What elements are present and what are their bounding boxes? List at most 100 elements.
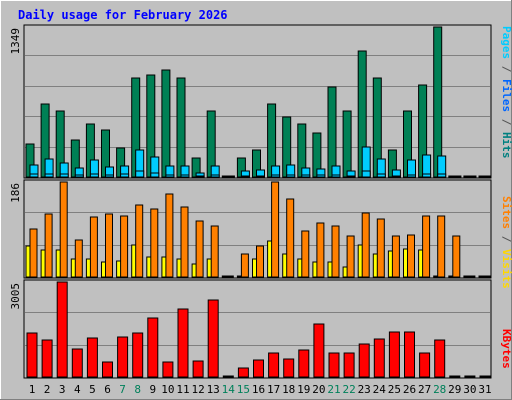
visits-sites-bar-day-17 (271, 181, 280, 278)
kbytes-kbytes-bar-day-19 (298, 349, 310, 378)
hits-hits-bar-day-28 (433, 26, 443, 178)
kbytes-kbytes-bar-day-11 (177, 308, 189, 378)
kbytes-kbytes-bar-day-29 (449, 375, 461, 378)
kbytes-kbytes-bar-day-30 (464, 375, 476, 378)
hits-pages-bar-day-16 (256, 175, 265, 178)
visits-sites-bar-day-18 (286, 198, 295, 278)
day-label: 30 (463, 383, 476, 396)
visits-sites-bar-day-29 (452, 235, 461, 278)
hits-pages-bar-day-21 (331, 174, 341, 178)
visits-sites-bar-day-21 (331, 225, 340, 278)
kbytes-kbytes-bar-day-13 (207, 299, 219, 378)
day-label: 3 (59, 383, 66, 396)
kbytes-kbytes-bar-day-1 (26, 332, 38, 378)
day-label: 25 (388, 383, 401, 396)
visits-sites-bar-day-4 (74, 239, 83, 278)
hits-pages-bar-day-8 (135, 170, 145, 178)
hits-pages-bar-day-19 (301, 174, 311, 178)
hits-pages-bar-day-14 (225, 175, 235, 178)
hits-pages-bar-day-17 (271, 174, 281, 178)
day-label: 9 (149, 383, 156, 396)
kbytes-kbytes-bar-day-14 (222, 375, 234, 378)
visits-sites-bar-day-25 (391, 235, 400, 278)
kbytes-kbytes-bar-day-22 (343, 352, 355, 378)
kbytes-kbytes-bar-day-9 (147, 317, 159, 378)
visits-sites-bar-day-1 (29, 228, 38, 278)
kbytes-kbytes-bar-day-16 (253, 359, 264, 378)
visits-sites-bar-day-11 (180, 206, 189, 278)
visits-sites-bar-day-30 (467, 275, 476, 278)
day-label: 14 (222, 383, 236, 396)
chart-title: Daily usage for February 2026 (18, 8, 228, 22)
hits-pages-bar-day-2 (44, 173, 54, 178)
hits-pages-bar-day-23 (361, 170, 371, 178)
day-label: 6 (104, 383, 111, 396)
hits-files-bar-day-26 (407, 159, 416, 178)
hits-pages-bar-day-9 (150, 172, 160, 178)
hits-pages-bar-day-31 (482, 175, 492, 178)
hits-pages-bar-day-27 (422, 173, 432, 178)
day-label: 11 (176, 383, 189, 396)
day-label: 1 (29, 383, 36, 396)
day-label: 24 (373, 383, 387, 396)
visits-sites-bar-day-5 (89, 216, 98, 278)
hits-pages-bar-day-29 (452, 175, 462, 178)
visits-sites-bar-day-13 (210, 225, 219, 278)
visits-sites-bar-day-12 (195, 220, 204, 278)
kbytes-kbytes-bar-day-18 (283, 358, 295, 378)
legend-part: Files (500, 79, 512, 112)
kbytes-kbytes-bar-day-15 (237, 367, 249, 378)
visits-sites-bar-day-28 (437, 215, 446, 278)
legend-part: KBytes (500, 329, 512, 369)
hits-pages-bar-day-24 (376, 173, 386, 178)
hits-pages-bar-day-1 (29, 173, 39, 178)
visits-sites-bar-day-14 (225, 275, 234, 278)
visits-sites-bar-day-3 (59, 181, 68, 278)
day-labels: 1 2 3 4 5 6 7 8 9 10 11 12 13 14 15 16 17 18 19 20 21 22 23 24 2… (29, 383, 492, 396)
kbytes-kbytes-bar-day-20 (313, 323, 325, 378)
hits-pages-bar-day-13 (210, 174, 220, 178)
hits-pages-bar-day-11 (180, 174, 190, 178)
visits-sites-bar-day-2 (44, 213, 53, 278)
bars-layer (25, 26, 492, 378)
hits-pages-bar-day-28 (437, 173, 447, 178)
kbytes-kbytes-bar-day-6 (102, 361, 113, 378)
legend-part: / (500, 59, 512, 79)
day-label: 5 (89, 383, 96, 396)
legend-part: / (500, 229, 512, 249)
hits-hits-bar-day-11 (176, 77, 186, 178)
hits-pages-bar-day-26 (407, 174, 416, 178)
hits-pages-bar-day-15 (240, 175, 250, 178)
day-label: 26 (403, 383, 416, 396)
day-label: 28 (433, 383, 446, 396)
kbytes-kbytes-bar-day-2 (41, 339, 53, 378)
kbytes-panel-legend: KBytes (500, 329, 512, 369)
hits-pages-bar-day-18 (286, 174, 296, 178)
kbytes-ymax-label: 3005 (9, 283, 22, 310)
visits-sites-bar-day-22 (346, 235, 355, 278)
day-label: 22 (342, 383, 355, 396)
day-label: 10 (161, 383, 174, 396)
day-label: 19 (297, 383, 310, 396)
visits-sites-bar-day-7 (120, 215, 129, 278)
day-label: 20 (312, 383, 325, 396)
hits-pages-bar-day-25 (391, 175, 401, 178)
kbytes-kbytes-bar-day-24 (373, 338, 385, 378)
visits-sites-bar-day-8 (135, 204, 144, 278)
hits-pages-bar-day-10 (165, 174, 175, 178)
kbytes-kbytes-bar-day-12 (192, 360, 204, 378)
day-label: 12 (191, 383, 204, 396)
kbytes-kbytes-bar-day-31 (479, 375, 491, 378)
kbytes-kbytes-bar-day-3 (56, 281, 68, 378)
visits-sites-bar-day-31 (482, 275, 491, 278)
day-label: 18 (282, 383, 295, 396)
visits-sites-bar-day-15 (240, 253, 249, 278)
day-label: 21 (327, 383, 340, 396)
visits-sites-bar-day-9 (150, 208, 159, 278)
kbytes-kbytes-bar-day-28 (434, 339, 446, 378)
hits-ymax-label: 1349 (9, 28, 22, 55)
visits-sites-bar-day-16 (256, 245, 264, 278)
legend-part: Sites (500, 196, 512, 229)
kbytes-kbytes-bar-day-8 (132, 332, 144, 378)
